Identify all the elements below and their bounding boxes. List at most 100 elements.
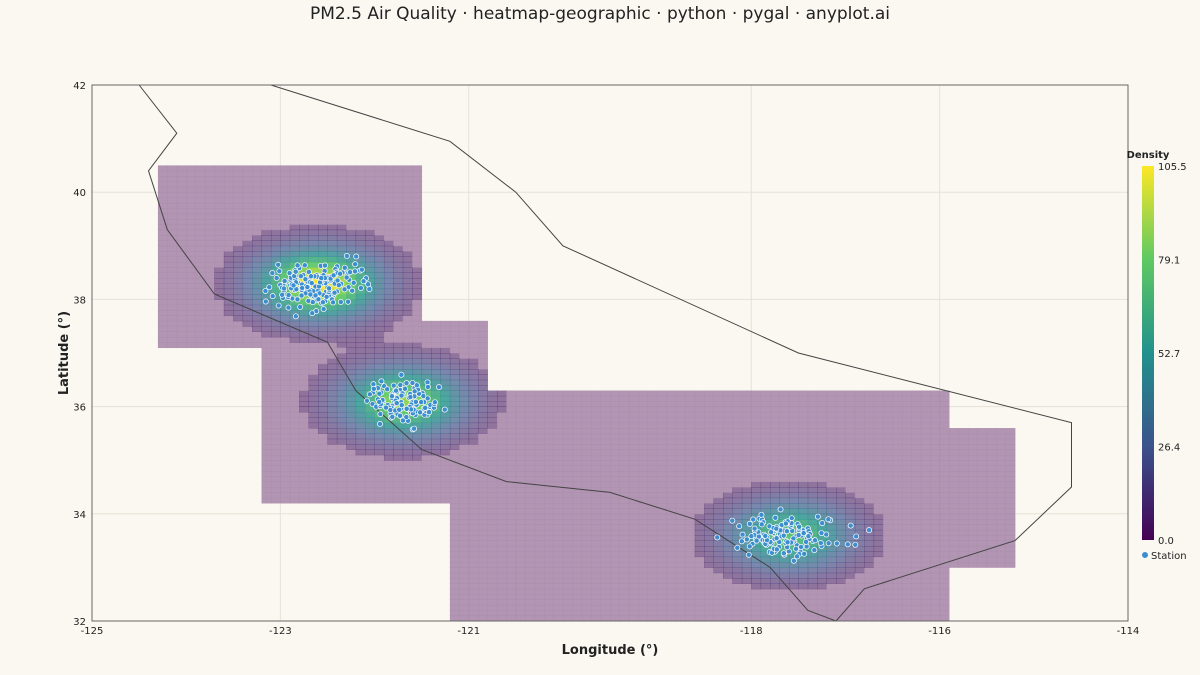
heat-cell — [901, 519, 912, 525]
heat-cell — [336, 224, 347, 231]
heat-cell — [223, 331, 234, 338]
heat-cell — [515, 594, 526, 600]
heat-cell — [270, 411, 281, 418]
heat-cell — [412, 481, 423, 488]
heat-cell — [496, 572, 507, 579]
heat-cell — [280, 449, 291, 456]
heat-cell — [911, 422, 922, 429]
state-boundary — [138, 84, 1072, 622]
heat-cell — [440, 320, 451, 327]
heat-cell — [289, 358, 300, 365]
heat-cell — [760, 406, 771, 413]
heat-cell — [996, 492, 1006, 499]
heat-cell — [883, 395, 893, 402]
heat-cell — [1005, 545, 1016, 552]
heat-cell — [327, 256, 338, 263]
heat-cell — [694, 588, 705, 595]
heat-cell — [845, 567, 856, 574]
heat-cell — [327, 192, 338, 198]
heat-cell — [920, 481, 931, 488]
heat-cell — [977, 513, 988, 520]
heat-cell — [487, 497, 498, 504]
heat-cell — [412, 454, 423, 461]
heat-cell — [355, 444, 366, 450]
heat-cell — [393, 369, 404, 375]
heat-cell — [741, 497, 752, 504]
heat-cell — [694, 444, 705, 450]
heat-cell — [600, 535, 611, 541]
heat-cell — [280, 165, 291, 172]
heat-cell — [836, 513, 846, 520]
heat-cell — [402, 235, 413, 241]
heat-cell — [826, 556, 837, 563]
heat-cell — [741, 460, 752, 466]
heat-cell — [553, 465, 564, 472]
heat-cell — [280, 197, 291, 204]
heat-cell — [873, 428, 884, 434]
heat-cell — [157, 197, 168, 204]
heat-cell — [205, 224, 215, 231]
heat-cell — [638, 551, 649, 558]
heat-cell — [892, 401, 903, 407]
heat-cell — [280, 481, 291, 488]
heat-cell — [365, 460, 375, 466]
heat-cell — [261, 310, 272, 316]
heat-cell — [336, 444, 347, 450]
heat-cell — [468, 551, 479, 558]
heat-cell — [572, 508, 583, 515]
station-point — [773, 546, 780, 553]
heat-cell — [901, 604, 912, 611]
heat-cell — [732, 519, 743, 525]
heat-cell — [336, 213, 347, 220]
heat-cell — [270, 487, 281, 493]
heat-cell — [299, 465, 310, 472]
station-point — [753, 537, 760, 544]
heat-cell — [393, 492, 404, 499]
heat-cell — [694, 540, 705, 547]
heat-cell — [299, 245, 310, 252]
heat-cell — [591, 519, 601, 525]
heat-cell — [449, 326, 460, 332]
heat-cell — [327, 331, 338, 338]
heat-cell — [675, 417, 686, 424]
heat-cell — [167, 294, 178, 300]
heat-cell — [459, 331, 470, 338]
heat-cell — [496, 567, 507, 574]
heat-cell — [346, 181, 357, 188]
heat-cell — [723, 422, 733, 429]
heat-cell — [647, 460, 658, 466]
heat-cell — [883, 449, 893, 456]
heat-cell — [459, 347, 470, 354]
heat-cell — [261, 240, 272, 247]
heat-cell — [741, 615, 752, 622]
heat-cell — [798, 562, 809, 568]
heat-cell — [694, 470, 705, 477]
heat-cell — [383, 208, 394, 215]
heat-cell — [252, 235, 262, 241]
heat-cell — [581, 422, 592, 429]
heat-cell — [817, 535, 828, 541]
heat-cell — [591, 513, 601, 520]
heat-cell — [336, 310, 347, 316]
heat-cell — [553, 406, 564, 413]
heat-cell — [346, 417, 357, 424]
heat-cell — [233, 176, 244, 182]
station-point — [772, 514, 779, 521]
heat-cell — [553, 540, 564, 547]
heat-cell — [365, 470, 375, 477]
heat-cell — [864, 567, 875, 574]
heat-cell — [723, 583, 733, 590]
heat-cell — [176, 267, 187, 273]
heat-cell — [176, 272, 187, 279]
heat-cell — [515, 545, 526, 552]
heat-cell — [318, 358, 328, 365]
heat-cell — [421, 428, 432, 434]
heat-cell — [581, 460, 592, 466]
heat-cell — [610, 610, 620, 617]
heat-cell — [619, 599, 630, 606]
heat-cell — [270, 497, 281, 504]
heat-cell — [496, 444, 507, 450]
heat-cell — [638, 508, 649, 515]
heat-cell — [779, 481, 790, 488]
heat-cell — [459, 444, 470, 450]
